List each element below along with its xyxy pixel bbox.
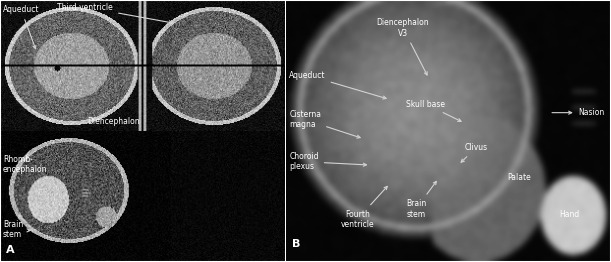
- Text: Clivus: Clivus: [461, 143, 488, 162]
- Text: Diencephalon: Diencephalon: [87, 117, 140, 126]
- Text: A: A: [5, 245, 14, 255]
- Text: Rhomb-
encephalon: Rhomb- encephalon: [3, 155, 48, 179]
- Text: Diencephalon
V3: Diencephalon V3: [376, 18, 430, 75]
- Text: B: B: [293, 239, 301, 249]
- Text: Skull base: Skull base: [406, 100, 461, 121]
- Text: Hand: Hand: [559, 210, 579, 219]
- Text: Cisterna
magna: Cisterna magna: [289, 110, 360, 138]
- Text: Brain
stem: Brain stem: [406, 181, 436, 219]
- Text: Aqueduct: Aqueduct: [3, 5, 39, 49]
- Text: Nasion: Nasion: [552, 108, 605, 117]
- Text: Third ventricle: Third ventricle: [57, 3, 172, 24]
- Text: Brain
stem: Brain stem: [3, 220, 30, 239]
- Text: Fourth
ventricle: Fourth ventricle: [341, 186, 387, 229]
- Text: Aqueduct: Aqueduct: [289, 71, 386, 99]
- Text: Choroid
plexus: Choroid plexus: [289, 152, 367, 171]
- Text: Palate: Palate: [507, 173, 531, 182]
